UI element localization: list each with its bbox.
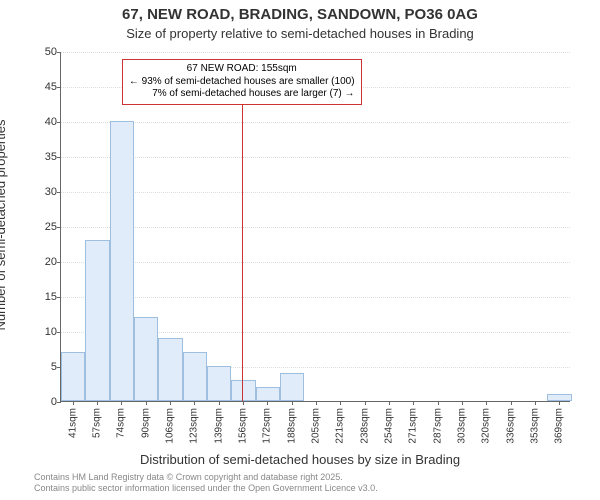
annotation-line2: 7% of semi-detached houses are larger (7…: [129, 88, 355, 101]
x-tick-label: 303sqm: [456, 408, 467, 444]
histogram-bar: [183, 352, 207, 401]
x-tick-mark: [243, 401, 244, 405]
x-tick-label: 41sqm: [67, 408, 78, 438]
x-tick-label: 57sqm: [92, 408, 103, 438]
x-tick-label: 156sqm: [238, 408, 249, 444]
chart-container: 67, NEW ROAD, BRADING, SANDOWN, PO36 0AG…: [0, 0, 600, 500]
x-tick-label: 320sqm: [481, 408, 492, 444]
chart-title-line1: 67, NEW ROAD, BRADING, SANDOWN, PO36 0AG: [0, 6, 600, 23]
y-tick-label: 0: [35, 396, 57, 408]
grid-line: [61, 122, 570, 123]
y-tick-mark: [57, 227, 61, 228]
x-tick-mark: [170, 401, 171, 405]
y-tick-mark: [57, 332, 61, 333]
grid-line: [61, 192, 570, 193]
histogram-bar: [207, 366, 231, 401]
plot-area: 0510152025303540455041sqm57sqm74sqm90sqm…: [60, 52, 570, 402]
y-tick-mark: [57, 297, 61, 298]
x-tick-label: 238sqm: [359, 408, 370, 444]
histogram-bar: [158, 338, 182, 401]
x-tick-mark: [97, 401, 98, 405]
chart-title-line2: Size of property relative to semi-detach…: [0, 26, 600, 41]
x-tick-mark: [194, 401, 195, 405]
x-axis-label: Distribution of semi-detached houses by …: [0, 452, 600, 467]
x-tick-mark: [438, 401, 439, 405]
y-tick-label: 50: [35, 46, 57, 58]
x-tick-label: 254sqm: [383, 408, 394, 444]
annotation-box: 67 NEW ROAD: 155sqm← 93% of semi-detache…: [122, 59, 362, 105]
histogram-bar: [231, 380, 255, 401]
x-tick-label: 271sqm: [408, 408, 419, 444]
x-tick-mark: [413, 401, 414, 405]
x-tick-mark: [486, 401, 487, 405]
x-tick-mark: [340, 401, 341, 405]
histogram-bar: [256, 387, 280, 401]
y-tick-mark: [57, 157, 61, 158]
histogram-bar: [110, 121, 134, 401]
x-tick-mark: [389, 401, 390, 405]
x-tick-label: 74sqm: [116, 408, 127, 438]
y-tick-mark: [57, 87, 61, 88]
x-tick-mark: [316, 401, 317, 405]
x-tick-mark: [73, 401, 74, 405]
grid-line: [61, 297, 570, 298]
y-tick-label: 10: [35, 326, 57, 338]
x-tick-mark: [511, 401, 512, 405]
x-tick-mark: [146, 401, 147, 405]
histogram-bar: [280, 373, 304, 401]
x-tick-label: 90sqm: [140, 408, 151, 438]
x-tick-label: 353sqm: [529, 408, 540, 444]
y-tick-label: 20: [35, 256, 57, 268]
y-tick-mark: [57, 402, 61, 403]
y-tick-mark: [57, 262, 61, 263]
y-tick-label: 5: [35, 361, 57, 373]
x-tick-label: 369sqm: [554, 408, 565, 444]
x-tick-mark: [365, 401, 366, 405]
credits-line1: Contains HM Land Registry data © Crown c…: [34, 472, 378, 483]
y-axis-label: Number of semi-detached properties: [0, 120, 8, 331]
x-tick-label: 106sqm: [165, 408, 176, 444]
x-tick-label: 221sqm: [335, 408, 346, 444]
x-tick-label: 172sqm: [262, 408, 273, 444]
x-tick-label: 188sqm: [286, 408, 297, 444]
y-tick-label: 25: [35, 221, 57, 233]
y-tick-label: 35: [35, 151, 57, 163]
annotation-line1: ← 93% of semi-detached houses are smalle…: [129, 76, 355, 89]
y-tick-mark: [57, 122, 61, 123]
x-tick-mark: [219, 401, 220, 405]
x-tick-label: 287sqm: [432, 408, 443, 444]
credits-text: Contains HM Land Registry data © Crown c…: [34, 472, 378, 495]
x-tick-mark: [535, 401, 536, 405]
histogram-bar: [547, 394, 571, 401]
y-tick-label: 45: [35, 81, 57, 93]
y-tick-label: 15: [35, 291, 57, 303]
histogram-bar: [61, 352, 85, 401]
histogram-bar: [85, 240, 109, 401]
x-tick-mark: [462, 401, 463, 405]
x-tick-mark: [292, 401, 293, 405]
reference-line: [242, 104, 243, 401]
y-tick-label: 40: [35, 116, 57, 128]
grid-line: [61, 262, 570, 263]
y-tick-label: 30: [35, 186, 57, 198]
y-tick-mark: [57, 52, 61, 53]
y-tick-mark: [57, 192, 61, 193]
grid-line: [61, 227, 570, 228]
x-tick-label: 205sqm: [311, 408, 322, 444]
grid-line: [61, 52, 570, 53]
x-tick-label: 336sqm: [505, 408, 516, 444]
annotation-title: 67 NEW ROAD: 155sqm: [129, 63, 355, 76]
credits-line2: Contains public sector information licen…: [34, 483, 378, 494]
grid-line: [61, 157, 570, 158]
x-tick-label: 139sqm: [213, 408, 224, 444]
histogram-bar: [134, 317, 158, 401]
x-tick-mark: [559, 401, 560, 405]
x-tick-mark: [121, 401, 122, 405]
x-tick-label: 123sqm: [189, 408, 200, 444]
x-tick-mark: [267, 401, 268, 405]
